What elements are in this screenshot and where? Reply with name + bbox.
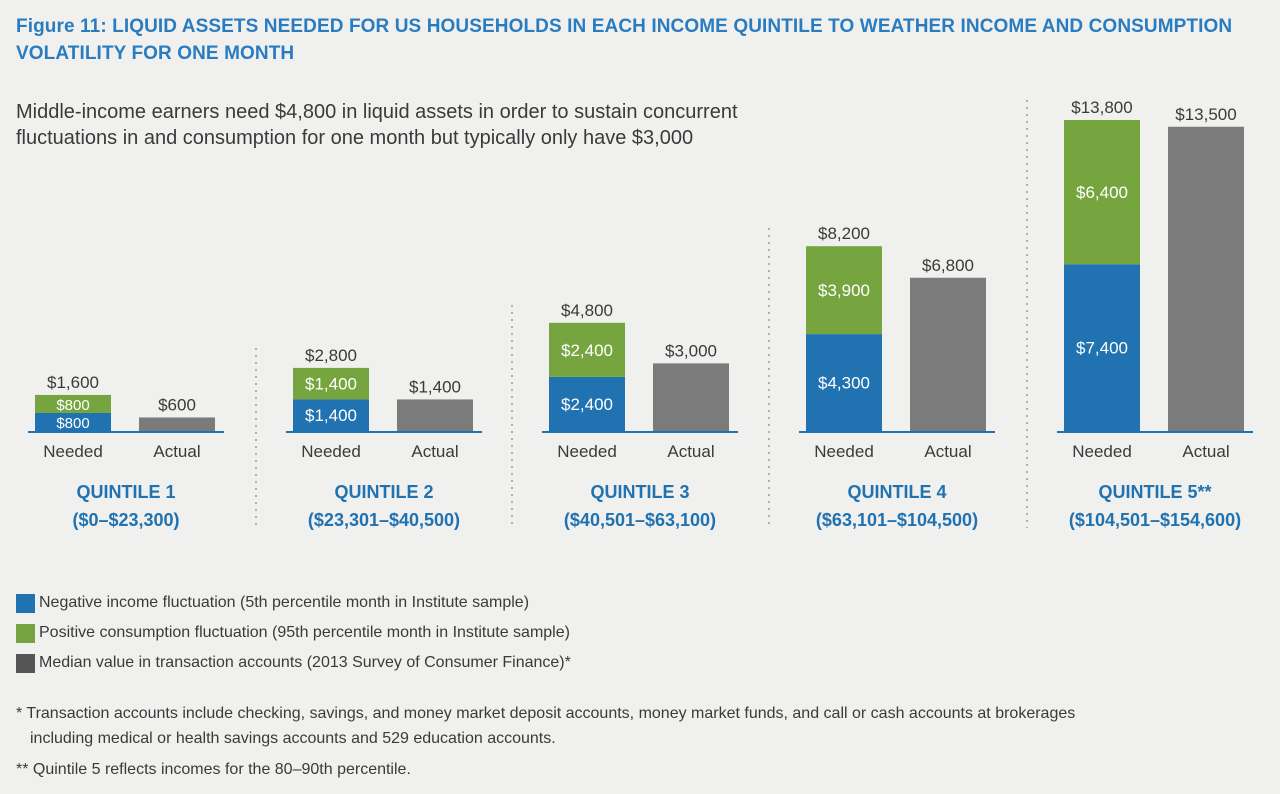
bar-q3-needed-income: [549, 376, 625, 431]
tick-q4-actual: Actual: [924, 442, 971, 461]
bar-q5-actual: [1168, 126, 1244, 432]
label-q5-actual: $13,500: [1175, 105, 1236, 124]
figure-title-line1: Figure 11: LIQUID ASSETS NEEDED FOR US H…: [16, 16, 1233, 37]
label-q2-income: $1,400: [305, 406, 357, 425]
footnote-1-line1: * Transaction accounts include checking,…: [16, 705, 1076, 722]
footnotes: * Transaction accounts include checking,…: [16, 701, 1266, 778]
label-q1-income: $800: [56, 415, 89, 432]
label-q2-consumption: $1,400: [305, 375, 357, 394]
quintile-2-label: QUINTILE 2: [334, 482, 433, 502]
label-q3-needed-total: $4,800: [561, 301, 613, 320]
legend-label-consumption: Positive consumption fluctuation (95th p…: [39, 624, 570, 641]
label-q1-needed-total: $1,600: [47, 373, 99, 392]
footnote-2: ** Quintile 5 reflects incomes for the 8…: [16, 761, 411, 778]
quintile-5-range: ($104,501–$154,600): [1069, 510, 1241, 530]
quintile-1-range: ($0–$23,300): [72, 510, 179, 530]
legend-item-actual: Median value in transaction accounts (20…: [16, 648, 571, 678]
footnote-1: * Transaction accounts include checking,…: [16, 701, 1266, 751]
tick-q2-needed: Needed: [301, 442, 361, 461]
label-q1-actual: $600: [158, 395, 196, 414]
bar-q1-needed-consumption: [35, 394, 111, 413]
label-q1-consumption: $800: [56, 397, 89, 414]
quintile-1-label: QUINTILE 1: [76, 482, 175, 502]
label-q5-income: $7,400: [1076, 339, 1128, 358]
quintile-4-range: ($63,101–$104,500): [816, 510, 978, 530]
legend: Negative income fluctuation (5th percent…: [16, 588, 571, 678]
label-q2-actual: $1,400: [409, 377, 461, 396]
figure-title: Figure 11: LIQUID ASSETS NEEDED FOR US H…: [16, 13, 1256, 67]
tick-q5-needed: Needed: [1072, 442, 1132, 461]
quintile-3-label: QUINTILE 3: [590, 482, 689, 502]
tick-q1-needed: Needed: [43, 442, 103, 461]
bar-q2-needed-consumption: [293, 367, 369, 400]
tick-q3-needed: Needed: [557, 442, 617, 461]
bar-q2-needed-income: [293, 399, 369, 431]
legend-swatch-actual: [16, 653, 35, 673]
subtitle-line1: Middle-income earners need $4,800 in liq…: [16, 101, 738, 123]
label-q4-consumption: $3,900: [818, 281, 870, 300]
tick-q2-actual: Actual: [411, 442, 458, 461]
label-q5-consumption: $6,400: [1076, 183, 1128, 202]
bar-q3-actual: [653, 363, 729, 431]
label-q5-needed-total: $13,800: [1071, 98, 1132, 117]
bar-q4-needed-income: [806, 334, 882, 431]
tick-q4-needed: Needed: [814, 442, 874, 461]
tick-q5-actual: Actual: [1182, 442, 1229, 461]
bar-q5-needed-consumption: [1064, 120, 1140, 265]
footnote-1-line2: including medical or health savings acco…: [30, 730, 556, 747]
legend-swatch-consumption: [16, 623, 35, 643]
tick-q1-actual: Actual: [153, 442, 200, 461]
bar-q5-needed-income: [1064, 264, 1140, 431]
figure-title-line2: VOLATILITY FOR ONE MONTH: [16, 43, 295, 64]
label-q3-income: $2,400: [561, 395, 613, 414]
legend-item-consumption: Positive consumption fluctuation (95th p…: [16, 618, 571, 648]
tick-q3-actual: Actual: [667, 442, 714, 461]
bar-q3-needed-consumption: [549, 322, 625, 377]
legend-label-income: Negative income fluctuation (5th percent…: [39, 594, 530, 611]
bar-q4-actual: [910, 277, 986, 431]
subtitle-line2: fluctuations in and consumption for one …: [16, 127, 694, 149]
legend-swatch-income: [16, 593, 35, 613]
legend-item-income: Negative income fluctuation (5th percent…: [16, 588, 571, 618]
label-q3-actual: $3,000: [665, 341, 717, 360]
legend-label-actual: Median value in transaction accounts (20…: [39, 654, 571, 671]
quintile-2-range: ($23,301–$40,500): [308, 510, 460, 530]
quintile-4-label: QUINTILE 4: [847, 482, 946, 502]
quintile-3-range: ($40,501–$63,100): [564, 510, 716, 530]
bar-q4-needed-consumption: [806, 246, 882, 335]
label-q2-needed-total: $2,800: [305, 346, 357, 365]
bar-q1-actual: [139, 417, 215, 431]
bar-q1-needed-income: [35, 412, 111, 431]
chart-subtitle: Middle-income earners need $4,800 in liq…: [16, 99, 876, 151]
label-q4-actual: $6,800: [922, 256, 974, 275]
label-q3-consumption: $2,400: [561, 341, 613, 360]
label-q4-needed-total: $8,200: [818, 224, 870, 243]
bar-q2-actual: [397, 399, 473, 431]
quintile-5-label: QUINTILE 5**: [1098, 482, 1211, 502]
bar-chart: $800$800 $1,600 $600 Needed Actual QUINTILE 1…: [28, 98, 1253, 530]
label-q4-income: $4,300: [818, 374, 870, 393]
